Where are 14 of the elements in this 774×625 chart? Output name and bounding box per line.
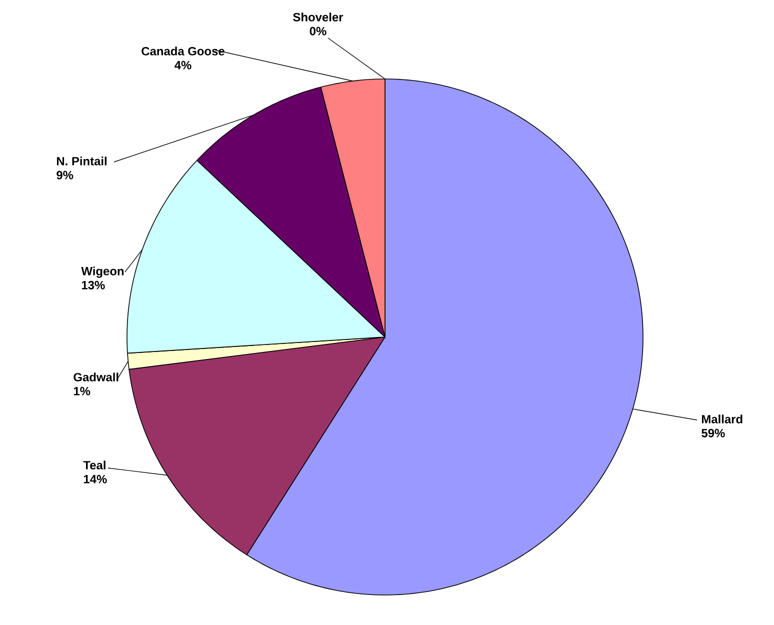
data-label: 59% (702, 428, 725, 438)
data-label: 9% (56, 170, 74, 180)
slice-label: Canada Goose (142, 46, 224, 56)
data-label: 1% (74, 386, 90, 396)
data-label: 13% (82, 280, 105, 290)
slice-label: Mallard (702, 414, 742, 424)
slice-label: Teal (83, 460, 106, 470)
slice-label: Gadwall (74, 372, 118, 382)
data-label: 14% (84, 474, 107, 484)
text: 0% (310, 26, 326, 36)
category-label: Shoveler (293, 12, 344, 22)
slice-label: Wigeon (81, 266, 124, 278)
data-label: 4% (174, 60, 192, 70)
slice-label: N. Pintail (57, 156, 106, 166)
